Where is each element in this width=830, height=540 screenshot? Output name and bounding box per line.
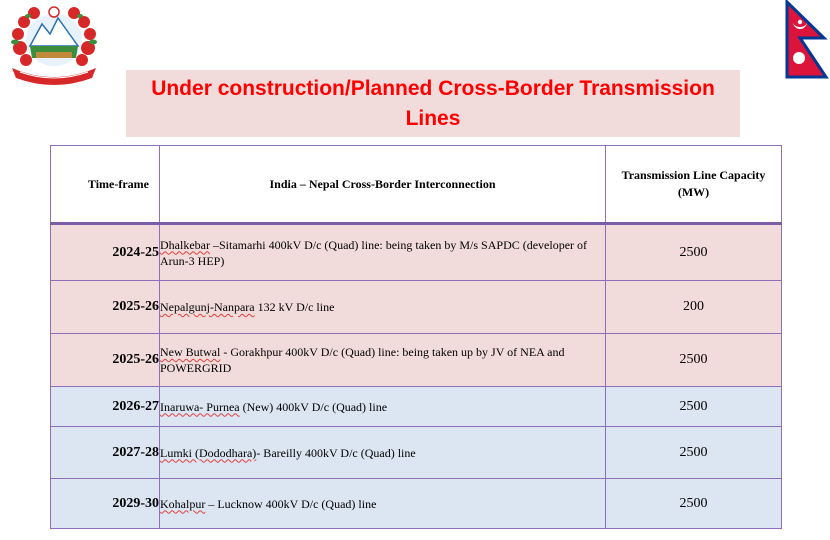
row-interconnection: Dhalkebar –Sitamarhi 400kV D/c (Quad) li… <box>159 223 606 281</box>
slide-title: Under construction/Planned Cross-Border … <box>151 76 715 130</box>
row-line-detail: 132 kV D/c line <box>254 300 335 314</box>
transmission-lines-table: Time-frame India – Nepal Cross-Border In… <box>50 145 782 529</box>
row-interconnection: Nepalgunj-Nanpara 132 kV D/c line <box>159 280 606 334</box>
row-line-name: Lumki (Dododhara) <box>160 445 257 460</box>
table-row: 2026-27 Inaruwa- Purnea (New) 400kV D/c … <box>50 386 782 427</box>
row-interconnection: New Butwal - Gorakhpur 400kV D/c (Quad) … <box>159 333 606 387</box>
slide-title-box: Under construction/Planned Cross-Border … <box>126 70 740 137</box>
row-interconnection: Lumki (Dododhara)- Bareilly 400kV D/c (Q… <box>159 426 606 479</box>
row-capacity: 2500 <box>605 386 782 427</box>
table-row: 2029-30 Kohalpur – Lucknow 400kV D/c (Qu… <box>50 478 782 529</box>
row-line-name: Dhalkebar <box>160 237 210 252</box>
row-capacity: 2500 <box>605 333 782 387</box>
row-interconnection: Inaruwa- Purnea (New) 400kV D/c (Quad) l… <box>159 386 606 427</box>
header-timeframe: Time-frame <box>50 145 160 225</box>
header-capacity: Transmission Line Capacity (MW) <box>605 145 782 225</box>
table-row: 2025-26 New Butwal - Gorakhpur 400kV D/c… <box>50 333 782 387</box>
row-line-name: Kohalpur <box>160 496 206 511</box>
nepal-emblem-icon <box>11 6 97 85</box>
table-row: 2024-25 Dhalkebar –Sitamarhi 400kV D/c (… <box>50 223 782 281</box>
row-capacity: 2500 <box>605 426 782 479</box>
row-line-detail: - Gorakhpur 400kV D/c (Quad) line: being… <box>160 345 565 375</box>
row-interconnection: Kohalpur – Lucknow 400kV D/c (Quad) line <box>159 478 606 529</box>
row-timeframe: 2025-26 <box>50 280 160 334</box>
row-timeframe: 2027-28 <box>50 426 160 479</box>
header-interconnection: India – Nepal Cross-Border Interconnecti… <box>159 145 606 225</box>
row-timeframe: 2024-25 <box>50 223 160 281</box>
row-line-detail: (New) 400kV D/c (Quad) line <box>239 399 388 414</box>
table-header-row: Time-frame India – Nepal Cross-Border In… <box>50 145 782 225</box>
row-line-name: Nepalgunj-Nanpara <box>160 300 255 314</box>
row-timeframe: 2025-26 <box>50 333 160 387</box>
row-line-detail: –Sitamarhi 400kV D/c (Quad) line: being … <box>160 237 588 268</box>
row-capacity: 200 <box>605 280 782 334</box>
row-line-name: New Butwal <box>160 345 221 359</box>
table-row: 2025-26 Nepalgunj-Nanpara 132 kV D/c lin… <box>50 280 782 334</box>
table-row: 2027-28 Lumki (Dododhara)- Bareilly 400k… <box>50 426 782 479</box>
row-capacity: 2500 <box>605 223 782 281</box>
nepal-flag-icon <box>785 0 829 79</box>
row-timeframe: 2026-27 <box>50 386 160 427</box>
row-timeframe: 2029-30 <box>50 478 160 529</box>
row-line-name: Inaruwa- Purnea <box>160 399 240 414</box>
row-line-detail: - Bareilly 400kV D/c (Quad) line <box>256 445 416 460</box>
row-capacity: 2500 <box>605 478 782 529</box>
row-line-detail: – Lucknow 400kV D/c (Quad) line <box>205 496 377 511</box>
